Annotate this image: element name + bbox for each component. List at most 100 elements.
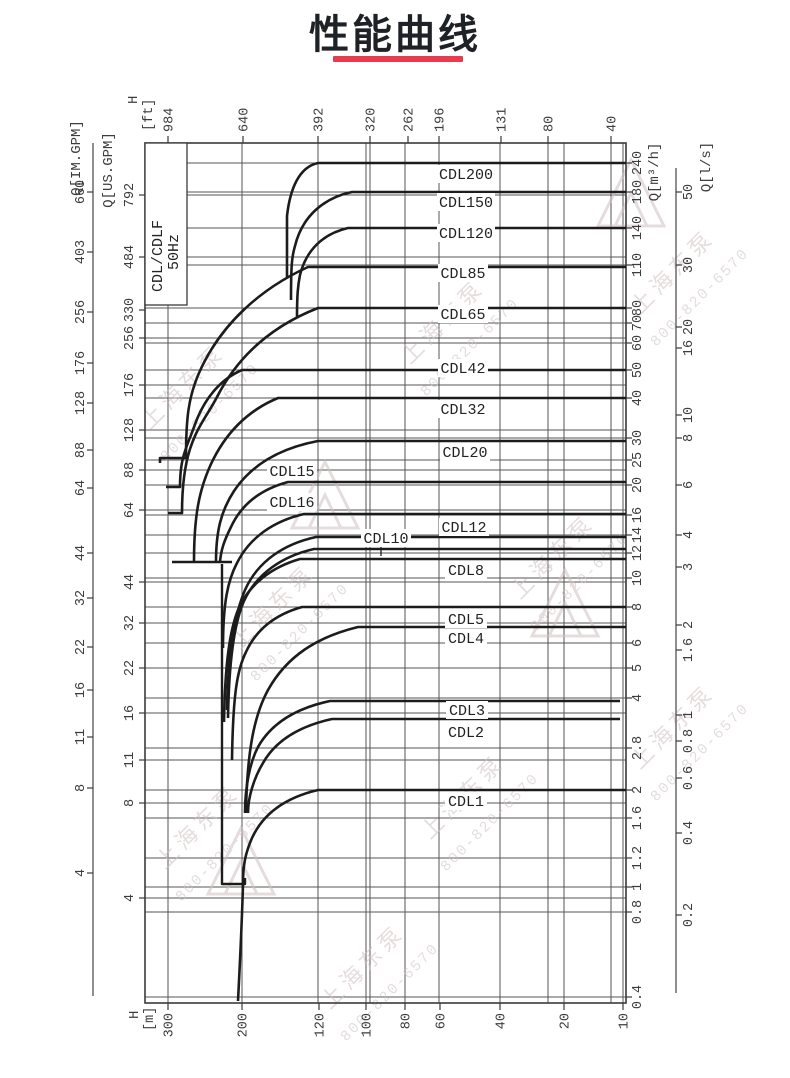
axes: 984 640 392 320 262 196 131 80 40H [ft]300 200 120 1… [69, 96, 715, 1038]
watermark-logo [529, 566, 601, 638]
curve-label-CDL1: CDL1 [448, 794, 484, 811]
curve-label-bg-CDL5 [445, 610, 487, 628]
curve-CDL10 [226, 547, 626, 719]
tick-label-usgpm: 32 [123, 615, 138, 631]
curve-CDL1 [236, 788, 626, 1002]
title-underline-bar [333, 56, 463, 62]
curve-CDL8 [222, 557, 626, 723]
curve-CDL42 [166, 368, 626, 489]
tick-label-usgpm: 8 [123, 799, 138, 807]
tick-label-m3h: 1 [631, 883, 646, 891]
curve-label-CDL150: CDL150 [439, 195, 493, 212]
tick-label-head-ft: 80 [543, 116, 558, 132]
curve-CDL20 [214, 439, 626, 563]
tick-label-m3h: 1.6 [631, 806, 646, 830]
curve-label-bg-CDL32 [438, 400, 488, 418]
curve-label-bg-CDL120 [437, 224, 495, 242]
curve-CDL16 [221, 512, 626, 649]
watermark-text: 上海东泵 [152, 780, 247, 875]
tick-label-head-m: 120 [314, 1013, 329, 1037]
curve-CDL3 [243, 699, 620, 814]
tick-label-ls: 20 [682, 319, 697, 335]
curve-CDL85 [158, 265, 626, 463]
frequency-box-line2: 50Hz [166, 234, 183, 270]
axis-title-ls: Q[l/s] [699, 142, 715, 192]
curve-label-CDL120: CDL120 [439, 226, 493, 243]
tick-label-usgpm: 4 [123, 894, 138, 902]
tick-label-m3h: 180 [631, 180, 646, 204]
tick-label-usgpm: 330 [123, 298, 138, 322]
curve-label-CDL32: CDL32 [440, 402, 485, 419]
curve-label-bg-CDL150 [437, 193, 495, 211]
tick-label-head-m: 10 [618, 1013, 633, 1029]
tick-label-ls: 0.2 [682, 903, 697, 927]
curve-label-CDL3: CDL3 [449, 703, 485, 720]
tick-label-imgpm: 8 [74, 784, 89, 792]
tick-label-m3h: 0.4 [631, 985, 646, 1009]
tick-label-head-m: 300 [163, 1013, 178, 1037]
axis-title-m3h: Q[m³/h] [647, 143, 663, 202]
tick-label-usgpm: 128 [123, 418, 138, 442]
tick-label-m3h: 140 [631, 216, 646, 240]
tick-label-head-ft: 262 [403, 108, 418, 132]
tick-label-m3h: 1.2 [631, 846, 646, 870]
tick-label-ls: 30 [682, 257, 697, 273]
tick-label-head-ft: 392 [313, 108, 328, 132]
tick-label-usgpm: 16 [123, 705, 138, 721]
left-envelope [220, 564, 247, 886]
tick-label-imgpm: 4 [74, 869, 89, 877]
tick-label-m3h: 12 [631, 545, 646, 561]
tick-label-imgpm: 16 [74, 682, 89, 698]
curve-CDL65 [168, 306, 626, 515]
tick-label-imgpm: 176 [74, 351, 89, 375]
curve-CDL12 [225, 535, 626, 711]
axis-title-imgpm: Q[IM.GPM] [69, 120, 85, 196]
tick-label-ls: 3 [682, 563, 697, 571]
curve-label-bg-CDL65 [438, 305, 488, 323]
tick-label-imgpm: 256 [74, 300, 89, 324]
tick-label-head-ft: 640 [238, 108, 253, 132]
curve-CDL120 [295, 226, 626, 319]
curve-label-CDL85: CDL85 [440, 266, 485, 283]
tick-label-m3h: 50 [631, 362, 646, 378]
tick-label-head-m: 60 [435, 1013, 450, 1029]
curve-CDL4 [244, 625, 626, 814]
axis-title-head-m: H [127, 1011, 143, 1019]
tick-label-head-m: 80 [400, 1013, 415, 1029]
curve-label-bg-CDL4 [445, 629, 487, 647]
tick-label-imgpm: 128 [74, 391, 89, 415]
curve-label-bg-CDL85 [438, 264, 488, 282]
curve-label-bg-CDL16 [267, 493, 317, 511]
tick-label-ls: 1.6 [682, 638, 697, 662]
tick-label-m3h: 16 [631, 507, 646, 523]
tick-label-usgpm: 22 [123, 660, 138, 676]
tick-label-m3h: 25 [631, 452, 646, 468]
watermark-text: 上海东泵 [317, 920, 412, 1015]
tick-label-ls: 0.4 [682, 821, 697, 845]
tick-label-usgpm: 11 [123, 752, 138, 768]
tick-label-ls: 8 [682, 434, 697, 442]
frequency-box-rect [144, 142, 188, 306]
curve-label-CDL12: CDL12 [441, 520, 486, 537]
tick-label-usgpm: 484 [123, 245, 138, 269]
axis-title-head-ft-unit: [ft] [142, 99, 157, 131]
tick-label-m3h: 2 [631, 786, 646, 794]
tick-label-m3h: 5 [631, 664, 646, 672]
tick-label-head-ft: 131 [496, 108, 511, 132]
curve-label-bg-CDL3 [446, 701, 488, 719]
tick-label-m3h: 40 [631, 390, 646, 406]
tick-label-usgpm: 256 [123, 326, 138, 350]
tick-label-ls: 2 [682, 621, 697, 629]
tick-label-ls: 10 [682, 407, 697, 423]
tick-label-imgpm: 403 [74, 240, 89, 264]
tick-label-m3h: 240 [631, 151, 646, 175]
tick-label-imgpm: 64 [74, 480, 89, 496]
curve-label-bg-CDL12 [439, 518, 489, 536]
curve-label-bg-CDL20 [440, 443, 490, 461]
curve-label-bg-CDL10 [361, 529, 411, 547]
curve-label-CDL2: CDL2 [448, 725, 484, 742]
tick-label-m3h: 30 [631, 430, 646, 446]
curve-labels: CDL200 CDL150 CDL120 CDL85 CDL65 CDL42 CDL32 CD… [267, 165, 495, 811]
frequency-box-line1: CDL/CDLF [150, 220, 167, 292]
curve-CDL15 [218, 480, 626, 563]
